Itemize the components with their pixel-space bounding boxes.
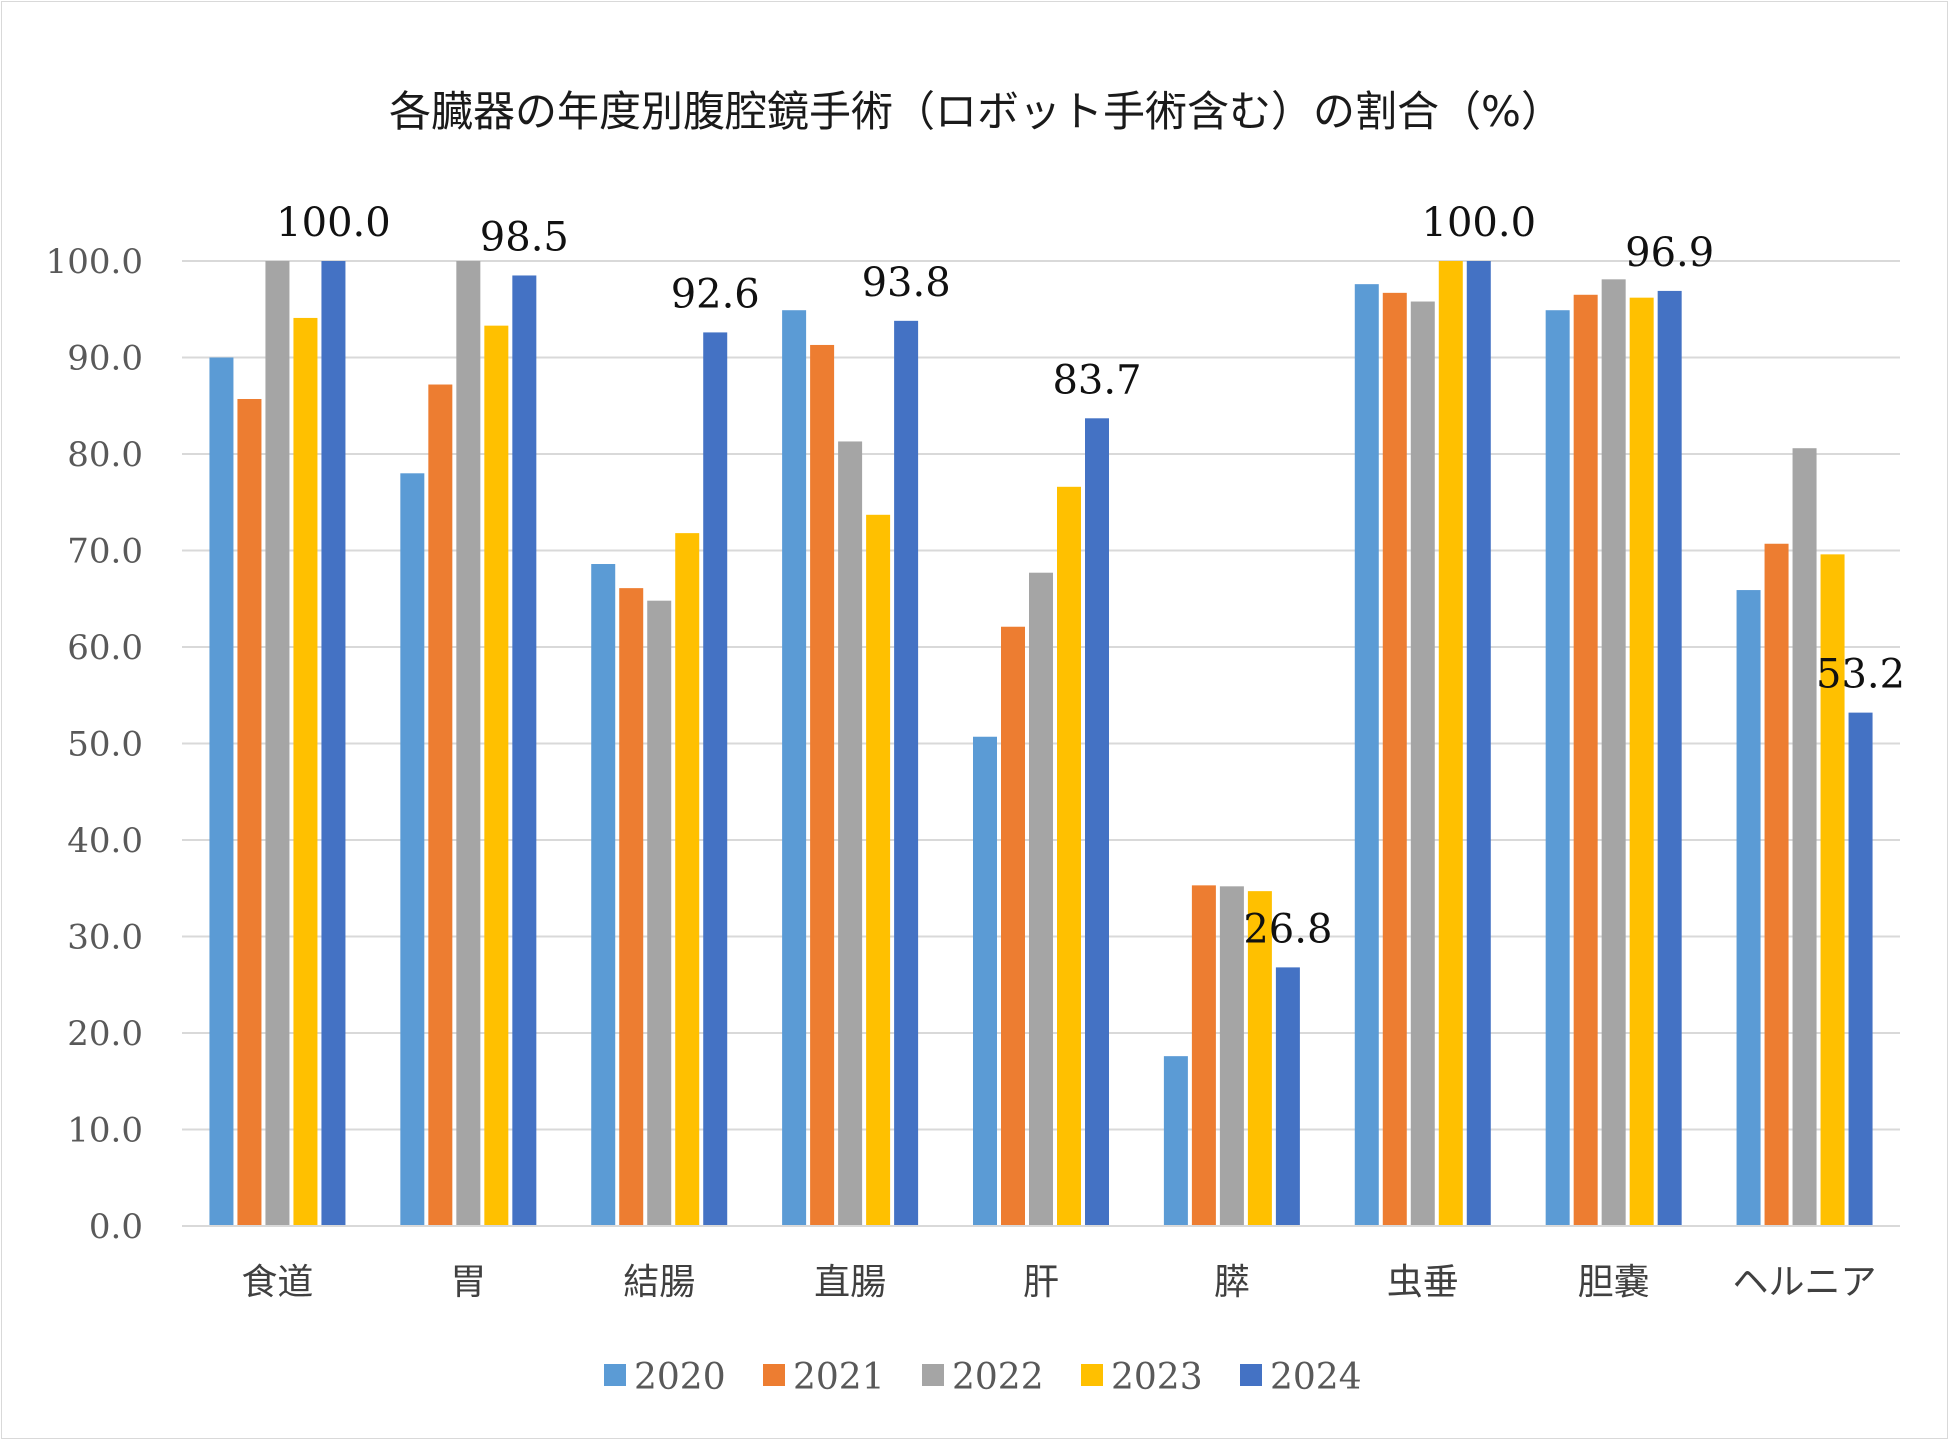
bar-2021 <box>810 344 835 1227</box>
bar-2024 <box>1466 261 1491 1226</box>
bar-2020 <box>209 357 234 1226</box>
bar-2020 <box>973 736 997 1226</box>
bar-2020 <box>1545 310 1570 1227</box>
category-label: 虫垂 <box>1387 1262 1459 1303</box>
bar-2023 <box>675 533 700 1226</box>
bar-2024 <box>321 261 346 1226</box>
bar-2022 <box>1410 301 1435 1226</box>
data-label: 93.8 <box>862 260 951 306</box>
bar-2020 <box>782 310 807 1227</box>
legend: 2020 2021 2022 2023 2024 <box>604 1357 1362 1398</box>
data-label: 96.9 <box>1625 230 1714 276</box>
data-labels: 100.0 98.5 92.6 93.8 83.7 26.8 100.0 96.9 53.2 <box>276 200 1905 952</box>
y-tick-label: 70.0 <box>67 532 143 572</box>
bar-2022 <box>1601 279 1626 1227</box>
y-tick-label: 60.0 <box>67 628 143 668</box>
bar-2024 <box>1657 290 1682 1226</box>
bar-2021 <box>1573 294 1598 1226</box>
legend-swatch-2021 <box>763 1364 785 1386</box>
bar-2023 <box>1629 297 1654 1226</box>
y-tick-label: 20.0 <box>67 1014 143 1054</box>
bar-2024 <box>894 320 919 1227</box>
legend-label: 2024 <box>1270 1357 1362 1398</box>
bar-2021 <box>1764 543 1789 1226</box>
y-tick-label: 0.0 <box>89 1207 143 1247</box>
bar-2023 <box>484 325 509 1226</box>
bar-2022 <box>647 600 672 1226</box>
category-label: 胃 <box>450 1262 486 1303</box>
legend-label: 2022 <box>952 1357 1044 1398</box>
bar-2024 <box>703 332 728 1226</box>
bar-2022 <box>1792 448 1817 1227</box>
y-tick-label: 30.0 <box>67 918 143 958</box>
bar-2024 <box>1085 418 1109 1226</box>
bar-2021 <box>1001 626 1025 1226</box>
bars <box>209 261 1873 1227</box>
bar-2021 <box>1382 292 1407 1227</box>
y-tick-label: 10.0 <box>67 1111 143 1151</box>
bar-2020 <box>1354 284 1379 1226</box>
bar-2023 <box>1820 554 1845 1226</box>
y-tick-label: 80.0 <box>67 435 143 475</box>
data-label: 100.0 <box>1422 200 1537 246</box>
legend-swatch-2024 <box>1240 1364 1262 1386</box>
data-label: 100.0 <box>276 200 391 246</box>
chart-title: 各臓器の年度別腹腔鏡手術（ロボット手術含む）の割合（%） <box>389 87 1563 136</box>
category-label: 結腸 <box>623 1262 695 1303</box>
bar-2022 <box>456 261 481 1226</box>
legend-label: 2020 <box>634 1357 726 1398</box>
data-label: 53.2 <box>1816 652 1905 698</box>
bar-2023 <box>1438 261 1463 1226</box>
legend-swatch-2020 <box>604 1364 626 1386</box>
category-label: 膵 <box>1214 1262 1250 1303</box>
y-tick-label: 90.0 <box>67 339 143 379</box>
bar-2020 <box>1163 1056 1188 1226</box>
legend-swatch-2022 <box>922 1364 944 1386</box>
bar-2022 <box>838 441 863 1227</box>
legend-label: 2023 <box>1111 1357 1203 1398</box>
data-label: 92.6 <box>671 271 760 317</box>
category-label: ヘルニア <box>1733 1262 1877 1303</box>
data-label: 98.5 <box>480 214 569 260</box>
bar-2020 <box>591 564 616 1226</box>
bar-2023 <box>1247 891 1272 1226</box>
category-label: 食道 <box>241 1262 313 1303</box>
category-label: 胆嚢 <box>1578 1262 1650 1303</box>
legend-label: 2021 <box>793 1357 885 1398</box>
bar-2020 <box>400 473 425 1226</box>
y-tick-label: 50.0 <box>67 725 143 765</box>
bar-2024 <box>512 275 537 1227</box>
data-label: 26.8 <box>1243 906 1332 952</box>
bar-2021 <box>428 384 453 1226</box>
bar-2020 <box>1736 590 1761 1226</box>
data-label: 83.7 <box>1052 357 1141 403</box>
bar-2022 <box>265 261 290 1226</box>
bar-2023 <box>293 317 318 1226</box>
legend-swatch-2023 <box>1081 1364 1103 1386</box>
bar-2022 <box>1219 886 1244 1226</box>
y-tick-label: 40.0 <box>67 821 143 861</box>
x-axis-category-labels: 食道 胃 結腸 直腸 肝 膵 虫垂 胆嚢 ヘルニア <box>241 1262 1876 1303</box>
y-axis-tick-labels: 0.0 10.0 20.0 30.0 40.0 50.0 60.0 70.0 80.0 90.0 1… <box>46 242 143 1247</box>
bar-2024 <box>1275 967 1300 1226</box>
bar-2022 <box>1029 572 1053 1226</box>
bar-2023 <box>1057 486 1081 1226</box>
category-label: 直腸 <box>814 1262 886 1303</box>
bar-2021 <box>619 588 644 1226</box>
y-tick-label: 100.0 <box>46 242 143 282</box>
bar-2024 <box>1848 712 1873 1226</box>
bar-2023 <box>866 514 891 1226</box>
category-label: 肝 <box>1023 1262 1059 1303</box>
bar-2021 <box>1191 885 1216 1226</box>
bar-2021 <box>237 398 262 1226</box>
